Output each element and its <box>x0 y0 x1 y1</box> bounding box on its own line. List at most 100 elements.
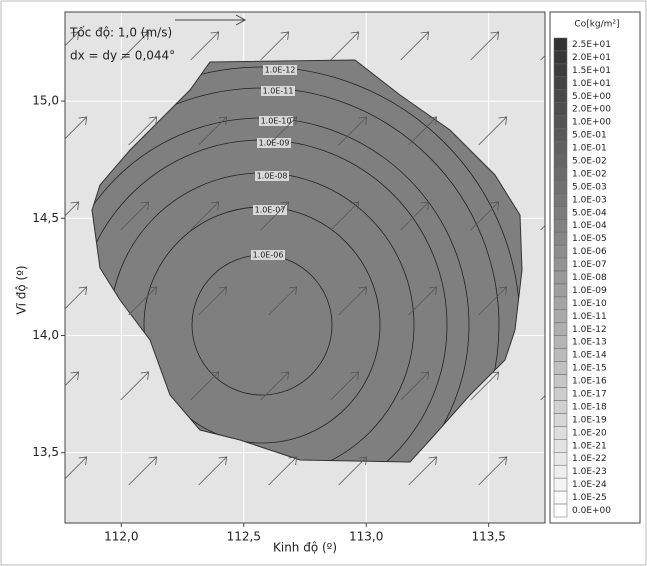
vector-arrow-head <box>498 116 508 126</box>
contour-label-bg <box>259 116 293 126</box>
colorbar-swatch <box>553 206 568 220</box>
vector-arrow <box>400 31 429 61</box>
vector-arrow-head <box>490 31 500 41</box>
vector-arrow-head <box>210 371 220 381</box>
colorbar-label: 5.0E-03 <box>572 182 607 192</box>
colorbar-swatch <box>553 283 568 298</box>
vector-arrow-head <box>78 456 88 466</box>
colorbar-swatch <box>553 413 568 427</box>
vector-arrow-head <box>148 286 158 296</box>
colorbar-swatch <box>553 128 568 142</box>
reference-arrow-head <box>235 14 247 26</box>
colorbar-label: 2.5E+01 <box>572 40 611 50</box>
colorbar-swatch <box>553 180 568 194</box>
vector-arrow-head <box>428 456 438 466</box>
vector-arrow-head <box>218 286 228 296</box>
contour-label: 1.0E-06 <box>253 251 284 260</box>
vector-arrow <box>120 201 149 231</box>
vector-arrow-head <box>70 371 80 381</box>
vector-arrow <box>330 201 359 231</box>
vector-arrow-head <box>280 31 290 41</box>
vector-arrow-head <box>148 456 158 466</box>
vector-arrow <box>260 371 289 401</box>
colorbar-swatch <box>553 426 568 440</box>
colorbar-label: 1.0E-07 <box>572 260 607 270</box>
vector-arrow-head <box>280 201 290 211</box>
vector-arrow <box>190 31 219 61</box>
colorbar-swatch <box>553 335 568 349</box>
contour-label-bg <box>251 250 285 260</box>
vector-arrow <box>65 456 87 480</box>
colorbar-label: 5.0E-01 <box>572 131 607 141</box>
vector-arrow <box>128 456 157 486</box>
vector-arrow-head <box>358 286 368 296</box>
colorbar-swatch <box>553 76 568 91</box>
colorbar-label: 1.0E-09 <box>572 286 607 296</box>
vector-arrow <box>338 286 367 316</box>
vector-arrow-head <box>140 371 150 381</box>
colorbar-label: 1.0E-05 <box>572 234 607 244</box>
colorbar-label: 1.0E-15 <box>572 364 607 374</box>
colorbar-swatch <box>553 102 568 116</box>
contour-label: 1.0E-08 <box>257 172 288 181</box>
y-axis-label: Vĩ độ (º) <box>15 265 29 314</box>
colorbar-swatch <box>553 50 568 65</box>
vector-arrow <box>470 371 499 401</box>
colorbar-swatch <box>553 270 568 285</box>
colorbar-swatch <box>553 296 568 311</box>
vector-arrow-head <box>280 371 290 381</box>
colorbar-swatch <box>553 503 568 518</box>
colorbar-label: 1.0E-25 <box>572 493 607 503</box>
colorbar-swatch <box>553 439 568 453</box>
colorbar-label: 5.0E-04 <box>572 208 607 218</box>
vector-arrow <box>120 371 149 401</box>
vector-arrow-head <box>350 31 360 41</box>
vector-arrow <box>338 116 367 146</box>
vector-arrow-head <box>498 286 508 296</box>
vector-arrow <box>470 31 499 61</box>
colorbar-label: 1.0E-22 <box>572 454 607 464</box>
vector-arrow-head <box>420 31 430 41</box>
colorbar-label: 2.0E+00 <box>572 105 611 115</box>
y-tick-label: 13,5 <box>32 445 59 459</box>
colorbar-label: 1.0E-01 <box>572 144 607 154</box>
contour-label-bg <box>257 138 291 148</box>
colorbar-label: 1.0E-23 <box>572 467 607 477</box>
contour-label-bg <box>253 205 287 215</box>
colorbar-swatch <box>553 193 568 207</box>
vector-arrow <box>120 31 149 61</box>
x-axis-label: Kinh độ (º) <box>273 541 337 555</box>
vector-arrow <box>268 286 297 316</box>
colorbar-swatch <box>553 154 568 168</box>
colorbar-swatch <box>553 167 568 181</box>
colorbar-swatch <box>553 37 568 52</box>
colorbar-label: 1.0E-12 <box>572 325 607 335</box>
vector-arrow <box>408 286 437 316</box>
annotation: dx = dy = 0,044° <box>70 49 175 63</box>
vector-arrow-head <box>420 201 430 211</box>
colorbar-swatch <box>553 257 568 272</box>
y-tick-label: 14,0 <box>32 328 59 342</box>
colorbar-label: 1.0E-19 <box>572 415 607 425</box>
vector-arrow <box>65 201 79 217</box>
colorbar-label: 1.0E+00 <box>572 118 611 128</box>
vector-arrow-head <box>70 201 80 211</box>
vector-arrow <box>190 201 219 231</box>
vector-arrow-head <box>288 116 298 126</box>
colorbar-swatch <box>553 374 568 388</box>
colorbar-swatch <box>553 490 568 505</box>
vector-arrow-head <box>140 201 150 211</box>
vector-arrow <box>65 371 79 387</box>
contour-label: 1.0E-10 <box>261 117 292 126</box>
vector-arrow-head <box>78 116 88 126</box>
colorbar-label: 1.0E-14 <box>572 351 607 361</box>
vector-arrow-head <box>350 371 360 381</box>
colorbar-label: 1.0E-16 <box>572 377 607 387</box>
vector-arrow-head <box>428 116 438 126</box>
colorbar-swatch <box>553 63 568 78</box>
vector-arrow <box>65 286 87 310</box>
annotation: Tốc độ: 1,0 (m/s) <box>69 26 172 40</box>
colorbar-swatch <box>553 322 568 337</box>
vector-arrow-head <box>78 286 88 296</box>
